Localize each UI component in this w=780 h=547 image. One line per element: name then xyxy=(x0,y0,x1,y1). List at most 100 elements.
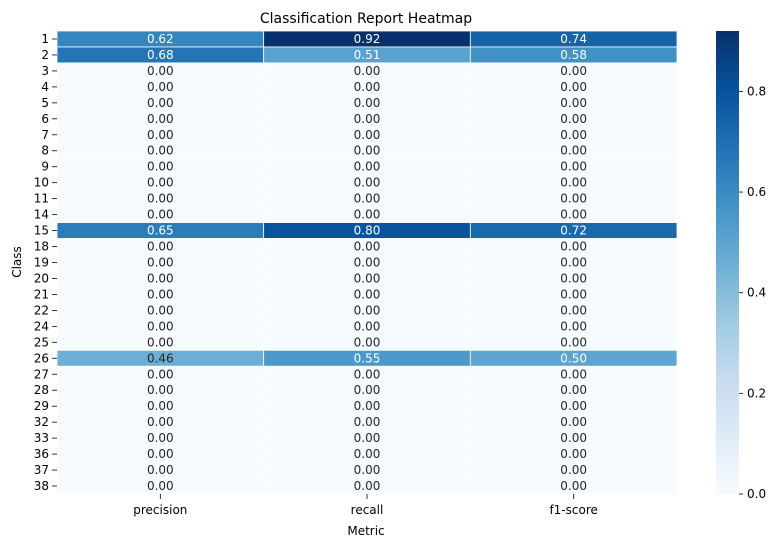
heatmap-cell-label: 0.00 xyxy=(147,415,174,429)
y-tick-label: 18 xyxy=(34,240,49,254)
x-axis-ticks: precision recall f1-score xyxy=(133,494,598,517)
heatmap-cell-label: 0.00 xyxy=(147,144,174,158)
heatmap-cell-label: 0.00 xyxy=(354,335,381,349)
heatmap-cell-label: 0.00 xyxy=(354,287,381,301)
heatmap-cell-label: 0.00 xyxy=(560,399,587,413)
heatmap-cell-label: 0.00 xyxy=(560,287,587,301)
heatmap-cell-label: 0.00 xyxy=(354,479,381,493)
heatmap-cell-label: 0.00 xyxy=(147,383,174,397)
heatmap-cell-label: 0.00 xyxy=(147,479,174,493)
y-tick-label: 4 xyxy=(41,80,49,94)
heatmap-cell-label: 0.00 xyxy=(560,319,587,333)
heatmap-cell-label: 0.00 xyxy=(354,144,381,158)
heatmap-cell-label: 0.00 xyxy=(560,240,587,254)
heatmap-cell-label: 0.00 xyxy=(354,463,381,477)
colorbar-tick-label: 0.6 xyxy=(747,185,766,199)
heatmap-cell-label: 0.00 xyxy=(560,144,587,158)
heatmap-cell-label: 0.00 xyxy=(147,96,174,110)
y-axis-label: Class xyxy=(10,246,24,278)
heatmap-cell-label: 0.00 xyxy=(354,192,381,206)
heatmap-cell-label: 0.00 xyxy=(147,447,174,461)
heatmap-cell-label: 0.00 xyxy=(560,256,587,270)
y-tick-label: 14 xyxy=(34,208,49,222)
heatmap-cell-label: 0.00 xyxy=(147,271,174,285)
colorbar-tick-label: 0.4 xyxy=(747,286,766,300)
colorbar-tick-label: 0.0 xyxy=(747,487,766,501)
y-tick-label: 26 xyxy=(34,351,49,365)
heatmap-cell-label: 0.00 xyxy=(354,383,381,397)
heatmap-cell-label: 0.00 xyxy=(147,240,174,254)
heatmap-cell-label: 0.00 xyxy=(560,208,587,222)
heatmap-cell-label: 0.00 xyxy=(147,303,174,317)
heatmap-cell-label: 0.00 xyxy=(354,271,381,285)
heatmap-cell-label: 0.50 xyxy=(560,351,587,365)
heatmap-cell-label: 0.74 xyxy=(560,32,587,46)
heatmap-cell-label: 0.00 xyxy=(560,176,587,190)
heatmap-cell-label: 0.00 xyxy=(147,287,174,301)
heatmap-cell-label: 0.00 xyxy=(147,463,174,477)
heatmap-cells xyxy=(56,30,678,495)
x-axis-label: Metric xyxy=(347,524,384,538)
heatmap-cell-label: 0.00 xyxy=(560,383,587,397)
y-tick-label: 10 xyxy=(34,176,49,190)
heatmap-cell-label: 0.51 xyxy=(354,48,381,62)
chart-title: Classification Report Heatmap xyxy=(260,11,472,27)
heatmap-cell-label: 0.00 xyxy=(560,271,587,285)
heatmap-cell-label: 0.00 xyxy=(147,319,174,333)
heatmap-cell-label: 0.00 xyxy=(354,80,381,94)
y-tick-label: 38 xyxy=(34,479,49,493)
y-tick-label: 1 xyxy=(41,32,49,46)
heatmap-cell-label: 0.72 xyxy=(560,224,587,238)
heatmap-cell-label: 0.00 xyxy=(354,176,381,190)
y-tick-label: 37 xyxy=(34,463,49,477)
heatmap-cell-label: 0.00 xyxy=(560,479,587,493)
heatmap-cell-label: 0.00 xyxy=(147,367,174,381)
heatmap-cell-label: 0.00 xyxy=(560,335,587,349)
y-tick-label: 7 xyxy=(41,128,49,142)
heatmap-cell-label: 0.00 xyxy=(560,112,587,126)
y-tick-label: 6 xyxy=(41,112,49,126)
colorbar-tick-label: 0.8 xyxy=(747,84,766,98)
y-tick-label: 22 xyxy=(34,303,49,317)
y-tick-label: 5 xyxy=(41,96,49,110)
heatmap-cell-label: 0.00 xyxy=(354,96,381,110)
heatmap-cell-label: 0.00 xyxy=(147,112,174,126)
heatmap-cell-label: 0.00 xyxy=(354,303,381,317)
y-tick-label: 33 xyxy=(34,431,49,445)
y-tick-label: 27 xyxy=(34,367,49,381)
heatmap-cell-label: 0.00 xyxy=(147,192,174,206)
x-tick-label: f1-score xyxy=(549,503,597,517)
y-tick-label: 19 xyxy=(34,256,49,270)
heatmap-cell-label: 0.00 xyxy=(354,431,381,445)
heatmap-cell-label: 0.00 xyxy=(560,64,587,78)
y-tick-label: 21 xyxy=(34,287,49,301)
heatmap-cell-label: 0.00 xyxy=(560,160,587,174)
y-tick-label: 11 xyxy=(34,192,49,206)
heatmap-cell-label: 0.58 xyxy=(560,48,587,62)
heatmap-cell-label: 0.00 xyxy=(560,80,587,94)
heatmap-cell-label: 0.92 xyxy=(354,32,381,46)
heatmap-cell-label: 0.00 xyxy=(354,319,381,333)
y-tick-label: 2 xyxy=(41,48,49,62)
x-tick-label: precision xyxy=(133,503,187,517)
y-tick-label: 28 xyxy=(34,383,49,397)
colorbar-tick-label: 0.2 xyxy=(747,386,766,400)
heatmap-cell-label: 0.00 xyxy=(147,64,174,78)
heatmap-cell-label: 0.00 xyxy=(147,256,174,270)
heatmap-cell-label: 0.00 xyxy=(354,256,381,270)
y-tick-label: 8 xyxy=(41,144,49,158)
heatmap-cell-label: 0.00 xyxy=(560,415,587,429)
heatmap-cell-label: 0.00 xyxy=(147,160,174,174)
heatmap-cell-label: 0.00 xyxy=(354,128,381,142)
heatmap-cell-label: 0.00 xyxy=(560,431,587,445)
heatmap-cell-label: 0.00 xyxy=(560,367,587,381)
x-tick-label: recall xyxy=(351,503,384,517)
heatmap-cell-label: 0.00 xyxy=(354,399,381,413)
colorbar-gradient xyxy=(716,31,739,494)
heatmap-cell-label: 0.00 xyxy=(354,240,381,254)
heatmap-cell-label: 0.00 xyxy=(354,112,381,126)
heatmap-cell-label: 0.00 xyxy=(147,80,174,94)
heatmap-cell-label: 0.00 xyxy=(560,463,587,477)
heatmap-cell-label: 0.00 xyxy=(354,367,381,381)
